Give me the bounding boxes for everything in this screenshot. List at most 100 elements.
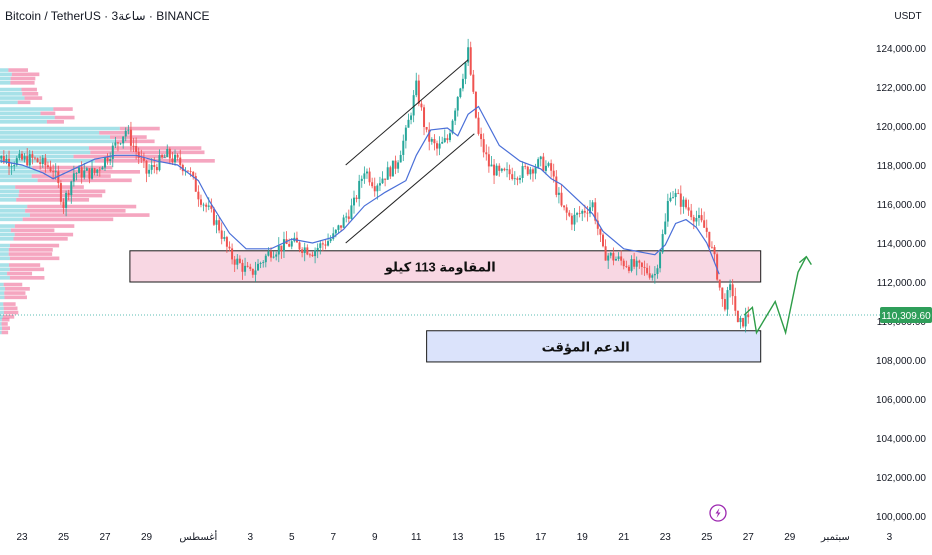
candle-body — [98, 169, 101, 171]
x-tick-label: 25 — [701, 532, 713, 543]
currency-label: USDT — [894, 11, 921, 22]
candle-body — [568, 212, 571, 216]
volume-profile-bar-down — [37, 178, 132, 183]
candle-body — [223, 237, 226, 239]
volume-profile-bar-up — [0, 135, 111, 139]
candle-body — [262, 262, 265, 264]
projection-path — [743, 256, 807, 336]
candle-body — [319, 243, 322, 248]
candle-body — [690, 210, 693, 218]
candle-body — [744, 314, 747, 327]
candle-body — [52, 171, 55, 173]
volume-profile-bar-up — [0, 310, 4, 315]
candle-body — [622, 260, 625, 267]
candle-body — [140, 157, 143, 159]
candle-body — [653, 274, 656, 276]
candle-body — [705, 227, 708, 232]
candle-body — [85, 168, 88, 171]
candle-body — [716, 254, 719, 280]
volume-profile-bar-up — [0, 111, 41, 116]
volume-profile-bar-up — [0, 174, 32, 178]
support-zone-label: الدعم المؤقت — [542, 339, 630, 354]
candle-body — [122, 136, 125, 144]
candle-body — [410, 115, 413, 120]
candle-body — [407, 119, 410, 128]
x-tick-label: 25 — [58, 532, 70, 543]
candle-body — [272, 256, 275, 258]
candle-body — [368, 171, 371, 183]
volume-profile-bar-down — [4, 295, 27, 300]
candle-body — [275, 254, 278, 257]
candle-body — [153, 164, 156, 167]
volume-profile-bar-down — [88, 146, 202, 150]
support-zone — [426, 330, 762, 363]
candle-body — [511, 174, 514, 180]
volume-profile-bar-up — [0, 315, 3, 319]
candle-body — [454, 110, 457, 121]
volume-profile-bar-down — [46, 120, 64, 124]
candle-body — [555, 176, 558, 195]
volume-profile-bar-up — [0, 120, 47, 124]
candle-body — [506, 169, 509, 171]
candle-body — [72, 173, 75, 182]
candle-body — [550, 163, 553, 171]
candle-body — [397, 162, 400, 169]
volume-profile-bar-down — [10, 81, 35, 85]
title-separator: · — [148, 9, 153, 23]
candle-body — [298, 242, 301, 250]
candle-body — [311, 254, 314, 257]
candle-body — [49, 167, 52, 172]
y-tick-label: 104,000.00 — [876, 434, 926, 445]
candle-body — [347, 216, 350, 219]
candle-body — [480, 133, 483, 140]
volume-profile-bar-up — [0, 317, 2, 322]
volume-profile-bar-up — [0, 263, 9, 267]
x-tick-label: 27 — [743, 532, 755, 543]
interval-label: 3ساعة — [111, 9, 146, 23]
candle-body — [666, 201, 669, 222]
volume-profile-bar-down — [17, 100, 31, 105]
candle-body — [324, 244, 327, 246]
candle-body — [18, 153, 21, 159]
candle-body — [438, 143, 441, 149]
volume-profile-bar-down — [10, 76, 36, 81]
volume-profile-bar-up — [0, 232, 15, 237]
candle-body — [570, 215, 573, 225]
candle-body — [687, 207, 690, 211]
candle-body — [451, 120, 454, 134]
candle-body — [70, 181, 73, 196]
candle-body — [337, 225, 340, 230]
candle-body — [241, 262, 244, 272]
volume-profile-bar-down — [8, 263, 41, 267]
y-tick-label: 114,000.00 — [877, 239, 927, 250]
candle-body — [490, 164, 493, 167]
volume-profile-bar-down — [31, 174, 111, 178]
candle-body — [21, 153, 23, 160]
volume-profile-bar-up — [0, 217, 23, 222]
lightning-bolt — [715, 508, 721, 518]
candle-body — [627, 266, 630, 271]
candle-body — [604, 246, 607, 261]
candle-body — [334, 229, 337, 234]
candle-body — [446, 138, 449, 141]
candle-body — [127, 129, 130, 131]
candle-body — [194, 176, 197, 192]
symbol-title[interactable]: Bitcoin / TetherUS · 3ساعة · BINANCE — [5, 9, 210, 23]
candle-body — [607, 255, 610, 261]
candle-body — [202, 204, 205, 206]
y-tick-label: 122,000.00 — [876, 83, 926, 94]
volume-profile-bar-down — [1, 317, 10, 322]
candle-body — [591, 202, 594, 208]
y-tick-label: 116,000.00 — [877, 200, 927, 211]
candle-body — [161, 155, 164, 158]
volume-profile-bar-down — [119, 126, 160, 131]
candle-body — [493, 164, 496, 176]
candle-body — [75, 173, 78, 175]
y-tick-label: 124,000.00 — [876, 44, 926, 55]
candle-body — [472, 74, 475, 92]
candle-body — [199, 199, 202, 205]
volume-profile-bar-down — [73, 154, 167, 159]
candle-body — [249, 266, 252, 269]
